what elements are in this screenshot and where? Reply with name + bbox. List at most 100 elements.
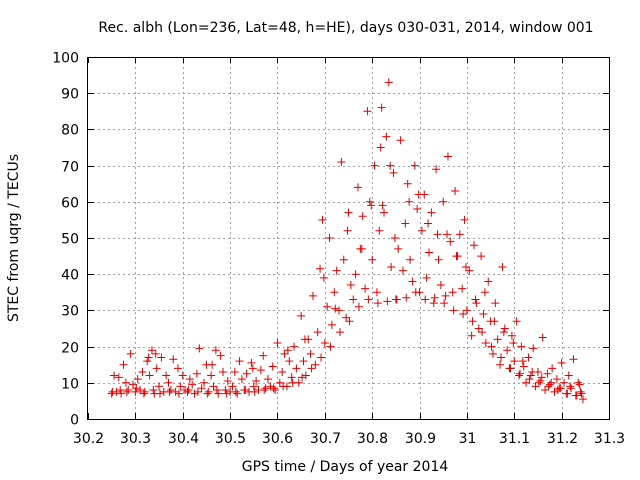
data-point [515,371,524,380]
x-tick-label: 30.9 [405,431,436,447]
data-point [432,165,441,174]
x-tick-label: 31.2 [547,431,578,447]
data-point [292,364,301,373]
data-point [351,270,360,279]
data-point [455,230,464,239]
data-point [461,262,470,271]
y-tick-label: 90 [61,87,79,103]
data-point [364,295,373,304]
data-point [575,380,584,389]
data-point [529,344,538,353]
data-point [173,364,182,373]
data-point [443,152,452,161]
data-point [117,389,126,398]
data-point [155,382,164,391]
data-point [128,380,137,389]
data-point [178,371,187,380]
data-point [474,324,483,333]
data-point [211,346,220,355]
data-point [203,389,212,398]
data-point [195,344,204,353]
data-point [479,310,488,319]
data-point [510,357,519,366]
data-point [382,132,391,141]
data-point [358,212,367,221]
data-point [174,389,183,398]
data-point [122,387,131,396]
data-point [468,317,477,326]
y-tick-label: 0 [70,413,79,429]
x-tick-label: 30.5 [215,431,246,447]
data-point [263,375,272,384]
data-point [394,244,403,253]
data-point [564,371,573,380]
data-point [110,371,119,380]
data-point [387,262,396,271]
data-point [280,349,289,358]
data-point [481,338,490,347]
data-point [306,349,315,358]
data-point [326,342,335,351]
data-point [208,360,217,369]
data-point [512,317,521,326]
data-point [491,299,500,308]
data-point [300,335,309,344]
data-point [384,78,393,87]
data-point [452,252,461,261]
data-point [342,313,351,322]
data-point [252,376,261,385]
data-point [547,378,556,387]
data-point [337,157,346,166]
data-point [493,335,502,344]
data-point [577,389,586,398]
data-point [242,369,251,378]
data-point [576,387,585,396]
data-point [192,369,201,378]
data-point [151,349,160,358]
data-point [519,362,528,371]
data-point [538,333,547,342]
data-point [261,384,270,393]
x-tick-label: 30.8 [357,431,388,447]
data-point [531,382,540,391]
data-point [233,389,242,398]
data-point [308,291,317,300]
data-point [441,291,450,300]
data-point [478,328,487,337]
data-point [566,382,575,391]
y-tick-label: 80 [61,123,79,139]
data-point [411,288,420,297]
data-point [345,317,354,326]
data-point [548,364,557,373]
data-point [317,353,326,362]
data-point [480,288,489,297]
data-point [330,288,339,297]
data-point [503,346,512,355]
data-point [406,255,415,264]
data-point [396,136,405,145]
data-point [166,386,175,395]
data-point [386,161,395,170]
data-point [268,362,277,371]
data-point [260,386,269,395]
data-point [509,338,518,347]
data-point [471,295,480,304]
data-point [283,346,292,355]
data-point [567,384,576,393]
data-point [484,277,493,286]
data-point [307,364,316,373]
data-point [525,375,534,384]
data-point [421,295,430,304]
data-point [176,382,185,391]
data-point [185,375,194,384]
data-point [522,378,531,387]
data-point [108,387,117,396]
data-point [319,273,328,282]
data-point [157,353,166,362]
data-point [332,266,341,275]
data-point [335,328,344,337]
data-point [207,371,216,380]
x-tick-label: 31.3 [594,431,625,447]
data-point [256,366,265,375]
